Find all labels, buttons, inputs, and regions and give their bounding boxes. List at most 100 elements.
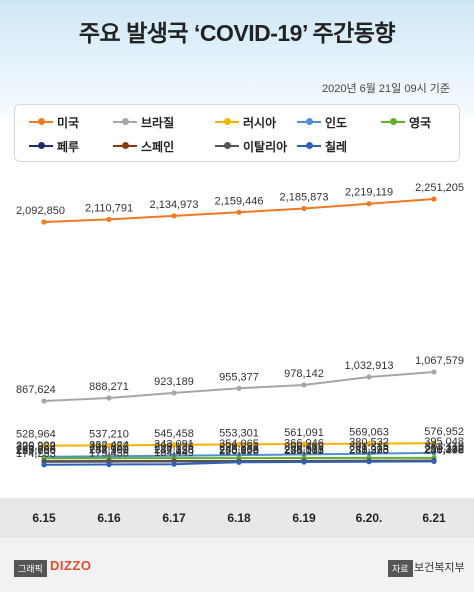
- data-label: 225,103: [284, 445, 324, 457]
- legend-label: 인도: [325, 116, 348, 130]
- x-tick-label: 6.17: [162, 511, 186, 525]
- data-point: [301, 205, 307, 212]
- data-label: 380,532: [349, 437, 389, 449]
- header-band: [0, 0, 474, 118]
- legend-label: 페루: [57, 140, 80, 154]
- data-label: 238,275: [349, 444, 389, 456]
- x-tick-label: 6.15: [32, 511, 56, 525]
- data-point: [366, 374, 372, 380]
- data-label: 545,458: [154, 428, 194, 440]
- graphic-credit-label: 그래픽: [14, 560, 47, 577]
- data-point: [236, 385, 242, 391]
- data-label: 247,925: [349, 444, 389, 456]
- data-point: [431, 458, 437, 464]
- data-point: [171, 442, 177, 448]
- data-label: 2,251,205: [415, 182, 464, 194]
- data-label: 245,268: [219, 444, 259, 456]
- x-tick-label: 6.21: [422, 511, 446, 525]
- data-point: [41, 462, 47, 468]
- data-label: 955,377: [219, 371, 259, 383]
- data-label: 245,938: [349, 444, 389, 456]
- data-point: [236, 459, 242, 465]
- data-label: 867,624: [16, 384, 56, 396]
- data-point: [171, 390, 177, 396]
- data-label: 1,067,579: [415, 355, 464, 367]
- legend-marker: [122, 142, 129, 149]
- data-label: 238,499: [424, 444, 464, 456]
- data-label: 2,134,973: [150, 199, 199, 211]
- data-label: 179,436: [89, 448, 129, 460]
- data-label: 343,091: [154, 439, 194, 451]
- legend-marker: [38, 142, 45, 149]
- data-label: 237,290: [16, 444, 56, 456]
- x-tick-label: 6.16: [97, 511, 121, 525]
- legend-marker: [306, 142, 313, 149]
- data-label: 576,952: [424, 426, 464, 438]
- data-label: 237,156: [154, 444, 194, 456]
- data-label: 240,908: [219, 444, 259, 456]
- legend-label: 칠레: [325, 140, 348, 154]
- data-point: [301, 451, 307, 457]
- data-point: [431, 450, 437, 456]
- data-label: 528,964: [16, 429, 56, 441]
- data-point: [366, 441, 372, 447]
- data-label: 978,142: [284, 368, 324, 380]
- legend-marker: [390, 118, 397, 125]
- x-tick-label: 6.19: [292, 511, 316, 525]
- data-point: [236, 441, 242, 447]
- data-label: 251,338: [424, 444, 464, 456]
- data-label: 184,449: [154, 447, 194, 459]
- data-label: 561,091: [284, 427, 324, 439]
- legend-marker: [122, 118, 129, 125]
- data-label: 232,992: [89, 445, 129, 457]
- data-label: 923,189: [154, 376, 194, 388]
- data-label: 245,575: [284, 444, 324, 456]
- data-label: 395,048: [424, 436, 464, 448]
- data-label: 2,185,873: [280, 192, 329, 204]
- data-label: 243,605: [16, 444, 56, 456]
- data-label: 301,815: [349, 441, 389, 453]
- data-label: 237,500: [89, 444, 129, 456]
- data-label: 888,271: [89, 381, 129, 393]
- data-point: [106, 461, 112, 468]
- legend-label: 러시아: [243, 116, 277, 130]
- legend-label: 영국: [409, 116, 432, 130]
- data-point: [301, 441, 307, 447]
- data-point: [106, 216, 112, 222]
- chart-subtitle: 2020년 6월 21일 09시 기준: [321, 83, 450, 95]
- data-point: [366, 201, 372, 207]
- data-label: 174,293: [16, 448, 56, 460]
- data-label: 238,011: [285, 444, 324, 456]
- data-point: [106, 442, 112, 448]
- data-point: [431, 196, 437, 202]
- data-label: 303,110: [425, 441, 464, 453]
- data-label: 237,828: [154, 444, 194, 456]
- source-text: 보건복지부: [414, 562, 465, 574]
- data-label: 2,219,119: [345, 187, 393, 199]
- data-point: [366, 459, 372, 465]
- data-label: 300,469: [284, 441, 324, 453]
- data-point: [301, 459, 307, 465]
- data-label: 366,946: [284, 437, 324, 449]
- data-label: 244,328: [154, 444, 194, 456]
- data-label: 238,159: [219, 444, 259, 456]
- data-label: 2,159,446: [215, 195, 264, 207]
- data-label: 229,736: [16, 445, 56, 457]
- legend-label: 미국: [57, 116, 80, 130]
- data-point: [236, 209, 242, 215]
- data-label: 244,109: [89, 444, 129, 456]
- data-label: 299,251: [219, 441, 259, 453]
- source-label: 자료: [388, 560, 413, 577]
- legend-marker: [306, 118, 313, 125]
- data-label: 220,628: [219, 445, 259, 457]
- data-point: [41, 443, 47, 449]
- data-point: [41, 398, 47, 404]
- data-label: 246,272: [424, 444, 464, 456]
- legend-marker: [224, 118, 231, 125]
- data-label: 1,032,913: [345, 360, 394, 372]
- data-label: 320,922: [16, 440, 56, 452]
- data-point: [171, 461, 177, 467]
- data-point: [171, 213, 177, 219]
- data-label: 332,424: [89, 439, 129, 451]
- data-label: 244,388: [284, 444, 324, 456]
